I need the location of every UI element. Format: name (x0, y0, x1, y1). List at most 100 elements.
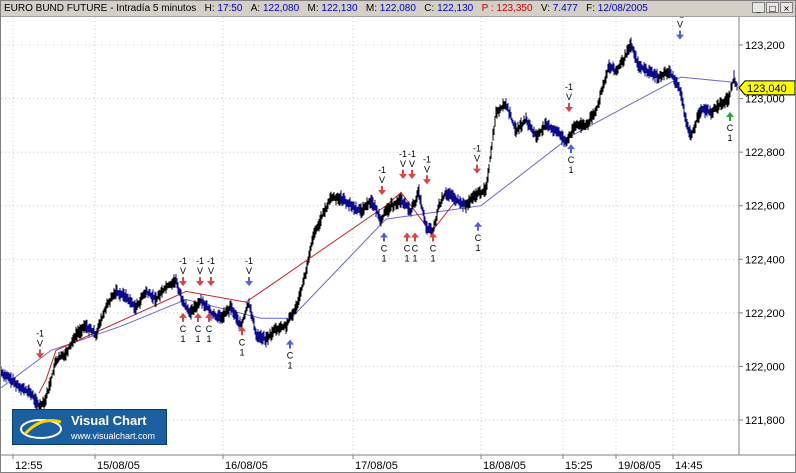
signal-label: C (404, 244, 411, 254)
price-bar-segment (210, 308, 222, 324)
signal-label: -1 (473, 144, 481, 154)
signal-marker: C1 (429, 232, 437, 264)
y-tick-label: 123,000 (745, 94, 785, 106)
price-bar-segment (55, 349, 67, 366)
signal-label: -1 (207, 256, 215, 266)
signal-label: 1 (727, 133, 732, 143)
x-tick-label: 12:55 (15, 460, 43, 472)
price-bar-segment (360, 195, 372, 218)
price-bar-segment (350, 201, 362, 219)
h-label: H: (204, 3, 215, 14)
price-bar-segment (700, 103, 712, 120)
signal-label: V (37, 338, 43, 348)
p-value: 123,350 (496, 3, 533, 14)
signal-label: C (206, 324, 213, 334)
signal-marker: -1V (423, 154, 431, 185)
price-bar-segment (145, 285, 157, 307)
signal-label: V (566, 92, 572, 102)
signal-marker: -1V (378, 165, 386, 195)
signal-label: C (180, 324, 187, 334)
arrow-up-icon (380, 232, 388, 242)
arrow-up-icon (429, 232, 437, 242)
y-tick-label: 122,800 (745, 147, 785, 159)
c-value: 122,130 (437, 3, 474, 14)
chart-header[interactable]: EURO BUND FUTURE - Intradía 5 minutos H:… (1, 1, 795, 17)
signal-marker: C1 (194, 312, 202, 344)
arrow-up-icon (238, 326, 246, 336)
close-button[interactable]: × (780, 2, 793, 13)
arrow-down-icon (676, 30, 684, 40)
arrow-up-icon (194, 312, 202, 322)
signal-label: V (197, 266, 203, 276)
f-label: F: (586, 3, 596, 14)
signal-marker: C1 (205, 312, 213, 344)
visualchart-logo: Visual Chart www.visualchart.com (12, 409, 167, 445)
price-bar-segment (295, 269, 307, 314)
price-bar-segment (733, 71, 738, 91)
logo-title: Visual Chart (71, 413, 147, 428)
price-bar-segment (155, 281, 167, 307)
arrow-down-icon (207, 277, 215, 287)
maximize-button[interactable]: □ (766, 2, 779, 13)
chart-background (1, 17, 795, 472)
signal-label: -1 (565, 82, 573, 92)
signal-label: 1 (180, 334, 185, 344)
signal-label: -1 (676, 17, 684, 20)
price-bar-segment (75, 319, 87, 342)
signal-label: C (727, 123, 734, 133)
signal-marker: -1V (245, 256, 253, 287)
signal-label: 1 (287, 361, 292, 371)
v-label: V: (540, 3, 550, 14)
p-label: P : (481, 3, 494, 14)
price-bar-segment (370, 194, 382, 227)
arrow-up-icon (179, 312, 187, 322)
signal-marker: C1 (567, 144, 575, 175)
signal-label: -1 (179, 256, 187, 266)
arrow-down-icon (423, 175, 431, 185)
price-bar-segment (230, 300, 242, 331)
signal-label: -1 (378, 165, 386, 175)
price-bar-segment (485, 146, 492, 195)
arrow-up-icon (567, 144, 575, 154)
price-bar-segment (432, 202, 440, 236)
a-value: 122,080 (263, 3, 300, 14)
signal-label: -1 (36, 328, 44, 338)
signal-label: 1 (195, 334, 200, 344)
signal-label: C (412, 244, 419, 254)
price-bar-segment (105, 284, 117, 313)
price-bar-segment (220, 300, 232, 324)
signal-marker: -1V (676, 17, 684, 40)
price-bar-segment (400, 195, 412, 217)
arrow-up-icon (411, 232, 419, 242)
price-bar-segment (10, 372, 22, 396)
signal-label: -1 (423, 154, 431, 164)
price-bar-segment (575, 117, 587, 133)
signal-label: V (474, 154, 480, 164)
signal-label: 1 (239, 347, 244, 357)
signal-label: C (239, 337, 246, 347)
x-tick-label: 15/08/05 (97, 460, 140, 472)
signal-label: V (379, 175, 385, 185)
signal-label: 1 (412, 254, 417, 264)
price-bar-segment (85, 319, 97, 341)
signal-label: V (180, 266, 186, 276)
price-bar-segment (125, 289, 137, 315)
price-bar-segment (305, 231, 314, 279)
price-bar-segment (685, 117, 692, 140)
last-price-label: 123,040 (747, 83, 787, 95)
minimize-button[interactable]: _ (752, 2, 765, 13)
x-tick-label: 16/08/05 (225, 460, 268, 472)
arrow-up-icon (474, 221, 482, 231)
signal-marker: C1 (474, 221, 482, 253)
signal-marker: -1V (473, 144, 481, 174)
price-bar-segment (565, 120, 577, 146)
price-chart[interactable]: 123,200 123,000 122,800 122,600 122,400 122,2… (1, 17, 795, 472)
price-bar-segment (535, 117, 547, 143)
price-bar-segment (680, 89, 687, 124)
x-tick-label: 14:45 (675, 460, 703, 472)
arrow-down-icon (245, 277, 253, 287)
price-bar-segment (608, 59, 617, 76)
y-tick-label: 123,200 (745, 40, 785, 52)
signal-marker: C1 (403, 232, 411, 264)
